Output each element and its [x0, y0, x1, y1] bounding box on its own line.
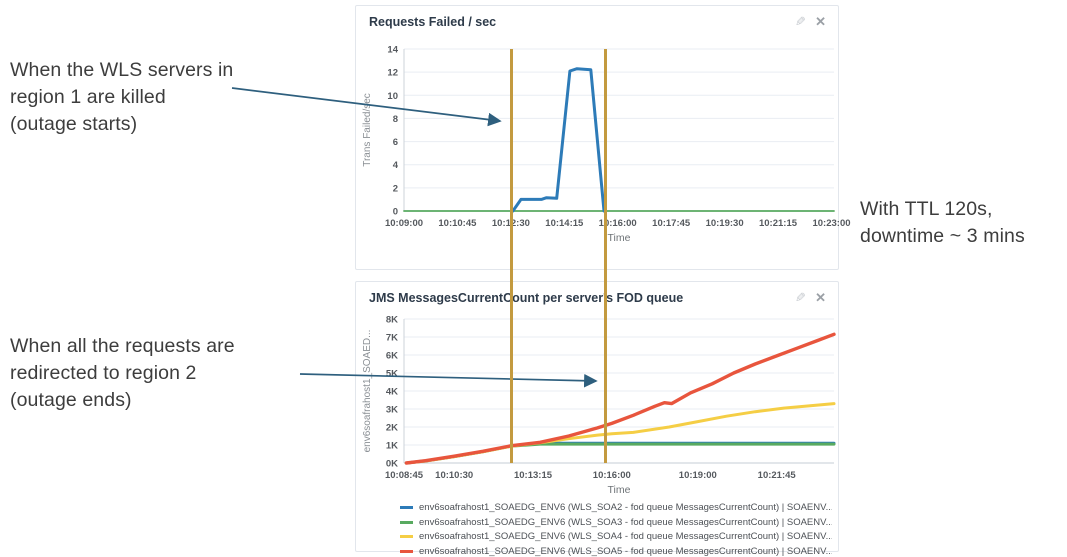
annotation-outage-starts: When the WLS servers in region 1 are kil…: [10, 57, 330, 138]
legend-swatch: [400, 535, 413, 538]
panel-header: JMS MessagesCurrentCount per server's FO…: [356, 282, 838, 313]
svg-text:4: 4: [393, 160, 399, 171]
svg-text:5K: 5K: [386, 369, 398, 380]
svg-text:10:16:00: 10:16:00: [599, 218, 637, 229]
svg-text:10:16:00: 10:16:00: [593, 470, 631, 481]
svg-text:8: 8: [393, 114, 398, 125]
jms-count-chart: 0K 1K 2K 3K 4K 5K 6K 7K 8K 10:08:45 10:10:30 10:13:…: [362, 315, 836, 496]
legend-label: env6soafrahost1_SOAEDG_ENV6 (WLS_SOA5 - …: [419, 545, 832, 557]
annotation-line: downtime ~ 3 mins: [860, 224, 1025, 247]
svg-text:10:14:15: 10:14:15: [545, 218, 584, 229]
svg-text:10:09:00: 10:09:00: [385, 218, 423, 229]
jms-messages-panel: JMS MessagesCurrentCount per server's FO…: [355, 281, 839, 557]
outage-start-marker-line: [510, 49, 513, 463]
edit-icon[interactable]: ✎: [795, 14, 807, 29]
svg-text:Trans Failed/sec: Trans Failed/sec: [362, 93, 373, 167]
svg-text:8K: 8K: [386, 315, 398, 326]
svg-text:4K: 4K: [386, 387, 398, 398]
svg-text:6K: 6K: [386, 351, 398, 362]
legend-swatch: [400, 506, 413, 509]
annotation-outage-ends: When all the requests are redirected to …: [10, 333, 330, 414]
panel-actions: ✎ ✕: [795, 14, 826, 29]
legend-label: env6soafrahost1_SOAEDG_ENV6 (WLS_SOA3 - …: [419, 516, 832, 528]
annotation-line: When the WLS servers in: [10, 59, 234, 81]
svg-text:env6soafrahost1_SOAED...: env6soafrahost1_SOAED...: [362, 330, 373, 453]
outage-end-marker-line: [604, 49, 607, 463]
legend-item: env6soafrahost1_SOAEDG_ENV6 (WLS_SOA4 - …: [400, 531, 832, 542]
legend-item: env6soafrahost1_SOAEDG_ENV6 (WLS_SOA2 - …: [400, 502, 832, 513]
annotation-line: redirected to region 2: [10, 361, 197, 384]
annotation-line: (outage ends): [10, 388, 132, 411]
legend-label: env6soafrahost1_SOAEDG_ENV6 (WLS_SOA4 - …: [419, 531, 832, 542]
annotation-ttl-downtime: With TTL 120s, downtime ~ 3 mins: [860, 196, 1065, 250]
annotation-line: When all the requests are: [10, 335, 235, 357]
svg-text:10:21:15: 10:21:15: [759, 218, 798, 229]
svg-text:10:10:30: 10:10:30: [435, 470, 473, 481]
legend-swatch: [400, 520, 413, 524]
svg-text:10:23:00: 10:23:00: [812, 218, 850, 229]
close-icon[interactable]: ✕: [815, 14, 826, 29]
svg-text:0: 0: [393, 207, 398, 218]
svg-text:10:17:45: 10:17:45: [652, 218, 691, 229]
chart-legend: env6soafrahost1_SOAEDG_ENV6 (WLS_SOA2 - …: [356, 498, 838, 557]
svg-text:10:13:15: 10:13:15: [514, 470, 553, 481]
svg-text:12: 12: [387, 68, 398, 79]
legend-label: env6soafrahost1_SOAEDG_ENV6 (WLS_SOA2 - …: [419, 502, 832, 513]
legend-swatch: [400, 549, 413, 553]
svg-text:10:21:45: 10:21:45: [758, 470, 797, 481]
svg-text:2K: 2K: [386, 423, 398, 434]
svg-text:14: 14: [387, 45, 398, 56]
svg-text:1K: 1K: [386, 441, 398, 452]
panel-title: Requests Failed / sec: [369, 15, 497, 29]
svg-text:Time: Time: [608, 484, 631, 496]
annotation-line: region 1 are killed: [10, 85, 166, 108]
svg-text:0K: 0K: [386, 459, 398, 470]
annotation-line: (outage starts): [10, 112, 138, 135]
svg-text:7K: 7K: [386, 333, 398, 344]
svg-text:10:19:00: 10:19:00: [679, 470, 717, 481]
requests-failed-panel: Requests Failed / sec ✎ ✕ 0 2 4 6 8 10 12 14 10:…: [355, 5, 851, 270]
edit-icon[interactable]: ✎: [795, 290, 807, 305]
svg-text:Time: Time: [608, 232, 631, 244]
close-icon[interactable]: ✕: [815, 290, 826, 305]
annotation-line: With TTL 120s,: [860, 198, 993, 220]
svg-text:10:08:45: 10:08:45: [385, 470, 424, 481]
panel-actions: ✎ ✕: [795, 290, 826, 305]
requests-failed-chart: 0246810121410:09:0010:10:4510:12:3010:14…: [362, 45, 851, 245]
svg-text:10:19:30: 10:19:30: [706, 218, 744, 229]
panel-title: JMS MessagesCurrentCount per server's FO…: [369, 291, 684, 305]
legend-item: env6soafrahost1_SOAEDG_ENV6 (WLS_SOA5 - …: [400, 546, 832, 557]
svg-text:10: 10: [387, 91, 398, 102]
legend-item: env6soafrahost1_SOAEDG_ENV6 (WLS_SOA3 - …: [400, 517, 832, 528]
svg-text:10:10:45: 10:10:45: [438, 218, 477, 229]
svg-text:6: 6: [393, 137, 398, 148]
svg-text:3K: 3K: [386, 405, 398, 416]
panel-header: Requests Failed / sec ✎ ✕: [356, 6, 838, 37]
svg-text:2: 2: [393, 183, 398, 194]
